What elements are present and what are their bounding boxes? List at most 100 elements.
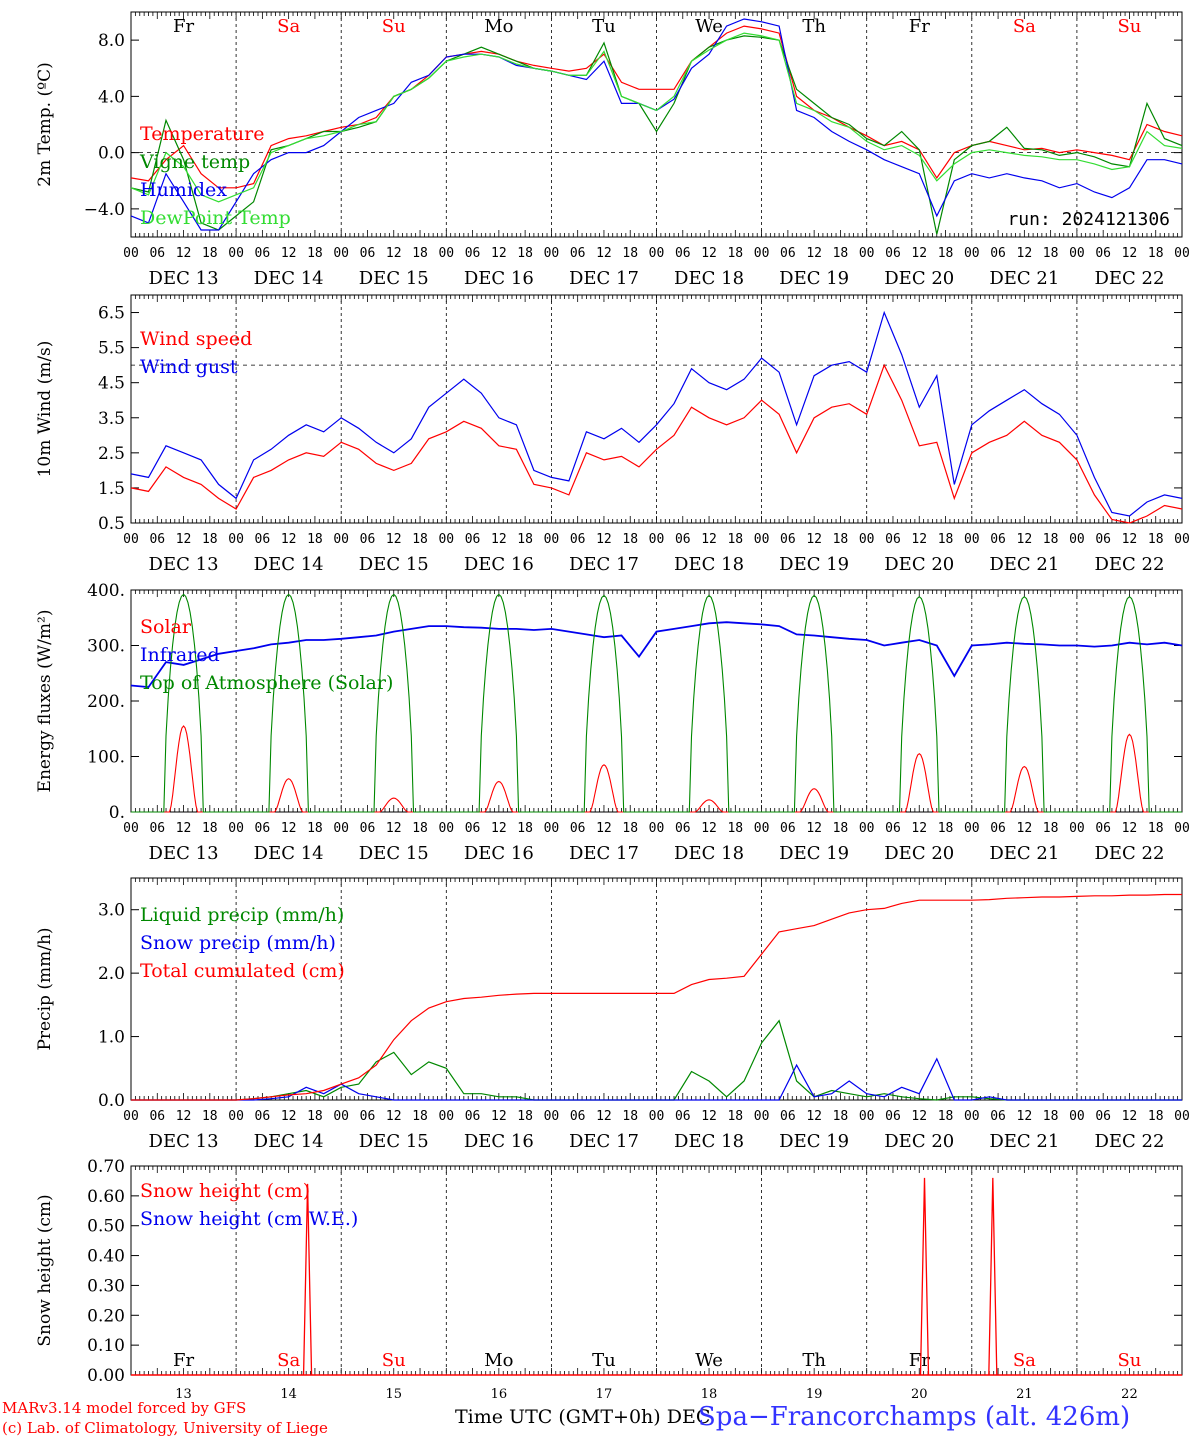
hour-tick-label: 06 bbox=[255, 532, 271, 547]
date-label: DEC 20 bbox=[884, 1131, 954, 1152]
legend-entry: Temperature bbox=[140, 123, 264, 145]
date-label: DEC 21 bbox=[989, 1131, 1059, 1152]
hour-tick-label: 18 bbox=[727, 532, 743, 547]
legend-entry: Liquid precip (mm/h) bbox=[140, 904, 344, 926]
hour-tick-label: 12 bbox=[386, 246, 402, 261]
y-tick-label: 0.0 bbox=[98, 1091, 125, 1111]
date-number-label: 13 bbox=[175, 1387, 192, 1402]
hour-tick-label: 00 bbox=[754, 821, 770, 836]
weekday-label: Sa bbox=[1013, 1350, 1036, 1371]
hour-tick-label: 18 bbox=[938, 532, 954, 547]
hour-tick-label: 06 bbox=[1095, 532, 1111, 547]
hour-tick-label: 12 bbox=[1122, 821, 1138, 836]
hour-tick-label: 06 bbox=[780, 821, 796, 836]
date-label: DEC 16 bbox=[464, 843, 534, 864]
hour-tick-label: 06 bbox=[1095, 1109, 1111, 1124]
hour-tick-label: 18 bbox=[622, 1109, 638, 1124]
weekday-label: Mo bbox=[484, 16, 513, 37]
panel-1: −4.0 0.0 4.0 8.0 2m Temp. (ºC) 00 06 12 18 DEC 13… bbox=[35, 11, 1190, 289]
series-line-2 bbox=[130, 621, 1183, 689]
y-axis-label: 10m Wind (m/s) bbox=[35, 341, 55, 478]
hour-tick-label: 00 bbox=[754, 532, 770, 547]
hour-tick-label: 18 bbox=[833, 821, 849, 836]
date-number-label: 20 bbox=[911, 1387, 928, 1402]
hour-tick-label: 06 bbox=[465, 821, 481, 836]
hour-tick-label: 12 bbox=[596, 532, 612, 547]
y-tick-label: 1.0 bbox=[98, 1028, 125, 1048]
panel-2: 0.5 1.5 2.5 3.5 4.5 5.5 6.5 10m Wind (m/s) 00 06 1… bbox=[35, 294, 1190, 575]
weekday-label: Sa bbox=[1013, 16, 1036, 37]
hour-tick-label: 18 bbox=[202, 532, 218, 547]
hour-tick-label: 12 bbox=[281, 821, 297, 836]
hour-tick-label: 18 bbox=[1043, 532, 1059, 547]
hour-tick-label: 00 bbox=[438, 532, 454, 547]
hour-tick-label: 18 bbox=[412, 821, 428, 836]
hour-tick-label: 12 bbox=[176, 821, 192, 836]
hour-tick-label: 12 bbox=[386, 1109, 402, 1124]
series-line-2 bbox=[130, 310, 1183, 517]
hour-tick-label: 12 bbox=[806, 1109, 822, 1124]
hour-tick-label: 12 bbox=[491, 821, 507, 836]
hour-tick-label: 06 bbox=[675, 532, 691, 547]
hour-tick-label: 00 bbox=[333, 1109, 349, 1124]
hour-tick-label: 06 bbox=[885, 532, 901, 547]
hour-tick-label: 12 bbox=[1122, 1109, 1138, 1124]
snow-spike bbox=[302, 1183, 313, 1376]
hour-tick-label: 18 bbox=[517, 532, 533, 547]
legend-entry: Snow height (cm W.E.) bbox=[140, 1208, 358, 1230]
y-tick-label: 200. bbox=[87, 692, 125, 712]
hour-tick-label: 18 bbox=[1148, 246, 1164, 261]
hour-tick-label: 12 bbox=[1122, 532, 1138, 547]
y-tick-label: 400. bbox=[87, 581, 125, 601]
hour-tick-label: 00 bbox=[859, 532, 875, 547]
hour-tick-label: 18 bbox=[307, 1109, 323, 1124]
site-title: Spa−Francorchamps (alt. 426m) bbox=[698, 1402, 1131, 1432]
y-tick-label: 0.60 bbox=[87, 1187, 125, 1207]
date-label: DEC 15 bbox=[359, 268, 429, 289]
hour-tick-label: 18 bbox=[202, 821, 218, 836]
hour-tick-label: 06 bbox=[780, 1109, 796, 1124]
hour-tick-label: 00 bbox=[1174, 532, 1190, 547]
hour-tick-label: 06 bbox=[780, 532, 796, 547]
hour-tick-label: 06 bbox=[255, 821, 271, 836]
hour-tick-label: 18 bbox=[307, 821, 323, 836]
hour-tick-label: 00 bbox=[228, 1109, 244, 1124]
legend-entry: Snow precip (mm/h) bbox=[140, 932, 336, 954]
date-label: DEC 14 bbox=[254, 843, 324, 864]
weekday-label: We bbox=[695, 1350, 723, 1371]
hour-tick-label: 18 bbox=[517, 821, 533, 836]
y-tick-label: 4.0 bbox=[98, 87, 125, 107]
hour-tick-label: 12 bbox=[176, 1109, 192, 1124]
hour-tick-label: 12 bbox=[491, 1109, 507, 1124]
hour-tick-label: 12 bbox=[491, 532, 507, 547]
hour-tick-label: 18 bbox=[412, 532, 428, 547]
hour-tick-label: 06 bbox=[780, 246, 796, 261]
hour-tick-label: 18 bbox=[727, 1109, 743, 1124]
hour-tick-label: 06 bbox=[885, 1109, 901, 1124]
date-label: DEC 17 bbox=[569, 268, 639, 289]
y-tick-label: 0. bbox=[109, 803, 125, 823]
plot-frame bbox=[130, 11, 1183, 238]
hour-tick-label: 00 bbox=[544, 246, 560, 261]
date-label: DEC 17 bbox=[569, 1131, 639, 1152]
y-axis-label: Snow height (cm) bbox=[35, 1194, 55, 1346]
hour-tick-label: 00 bbox=[1069, 532, 1085, 547]
date-number-label: 21 bbox=[1016, 1387, 1033, 1402]
hour-tick-label: 12 bbox=[911, 532, 927, 547]
hour-tick-label: 06 bbox=[255, 1109, 271, 1124]
date-label: DEC 19 bbox=[779, 554, 849, 575]
hour-tick-label: 18 bbox=[622, 532, 638, 547]
hour-tick-label: 18 bbox=[202, 246, 218, 261]
snow-spike bbox=[919, 1177, 930, 1376]
hour-tick-label: 06 bbox=[465, 532, 481, 547]
weekday-label: Th bbox=[802, 16, 826, 37]
x-minor-ticks bbox=[130, 590, 1183, 812]
hour-tick-label: 06 bbox=[885, 821, 901, 836]
hour-tick-label: 12 bbox=[596, 821, 612, 836]
hour-tick-label: 12 bbox=[806, 246, 822, 261]
date-label: DEC 16 bbox=[464, 554, 534, 575]
hour-tick-label: 06 bbox=[1095, 246, 1111, 261]
hour-tick-label: 00 bbox=[123, 246, 139, 261]
legend-entry: Humidex bbox=[140, 179, 227, 201]
